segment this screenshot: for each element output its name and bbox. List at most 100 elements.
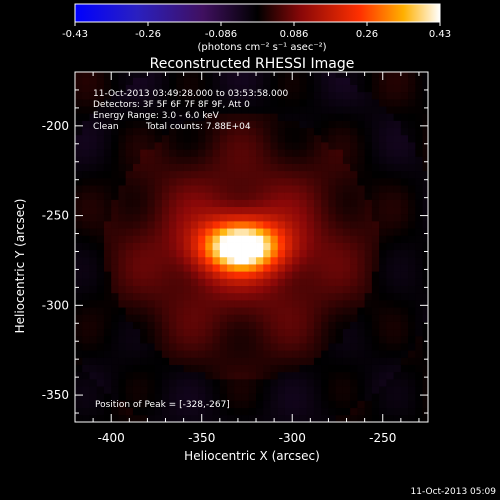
heatmap-cell bbox=[270, 91, 279, 100]
heatmap-cell bbox=[292, 249, 300, 258]
heatmap-cell bbox=[277, 256, 286, 265]
heatmap-cell bbox=[140, 177, 148, 186]
heatmap-cell bbox=[379, 235, 387, 243]
heatmap-cell bbox=[393, 285, 402, 294]
heatmap-cell bbox=[342, 206, 351, 215]
heatmap-cell bbox=[154, 220, 163, 229]
heatmap-cell bbox=[408, 278, 416, 286]
heatmap-cell bbox=[364, 220, 373, 229]
heatmap-cell bbox=[154, 328, 163, 337]
heatmap-cell bbox=[190, 177, 199, 186]
heatmap-cell bbox=[386, 335, 395, 344]
heatmap-cell bbox=[176, 106, 185, 114]
heatmap-cell bbox=[89, 77, 98, 85]
heatmap-cell bbox=[270, 220, 279, 229]
heatmap-cell bbox=[103, 307, 112, 315]
heatmap-cell bbox=[379, 350, 387, 358]
heatmap-cell bbox=[321, 321, 329, 330]
heatmap-cell bbox=[219, 271, 228, 279]
heatmap-cell bbox=[161, 120, 170, 129]
heatmap-cell bbox=[103, 371, 112, 380]
heatmap-cell bbox=[393, 407, 402, 416]
heatmap-cell bbox=[371, 127, 380, 136]
heatmap-cell bbox=[198, 371, 206, 380]
heatmap-cell bbox=[371, 134, 380, 143]
heatmap-cell bbox=[219, 256, 228, 265]
heatmap-cell bbox=[241, 400, 250, 409]
heatmap-cell bbox=[161, 371, 170, 380]
heatmap-cell bbox=[82, 321, 90, 330]
heatmap-cell bbox=[364, 235, 373, 243]
heatmap-cell bbox=[371, 414, 380, 422]
heatmap-cell bbox=[400, 206, 409, 215]
heatmap-cell bbox=[147, 127, 156, 136]
heatmap-cell bbox=[306, 213, 315, 222]
heatmap-cell bbox=[263, 249, 271, 258]
heatmap-cell bbox=[89, 177, 98, 186]
x-axis-label: Heliocentric X (arcsec) bbox=[184, 449, 320, 463]
heatmap-cell bbox=[205, 156, 213, 164]
heatmap-cell bbox=[169, 256, 177, 265]
heatmap-cell bbox=[205, 400, 213, 409]
heatmap-cell bbox=[313, 371, 322, 380]
heatmap-cell bbox=[422, 213, 428, 222]
heatmap-cell bbox=[400, 278, 409, 286]
heatmap-cell bbox=[415, 170, 423, 179]
heatmap-cell bbox=[82, 249, 90, 258]
heatmap-cell bbox=[234, 328, 242, 337]
heatmap-cell bbox=[147, 91, 156, 100]
heatmap-cell bbox=[350, 299, 358, 308]
heatmap-cell bbox=[212, 149, 221, 157]
heatmap-cell bbox=[321, 106, 329, 114]
heatmap-cell bbox=[379, 213, 387, 222]
heatmap-cell bbox=[386, 120, 395, 129]
heatmap-cell bbox=[96, 256, 105, 265]
heatmap-cell bbox=[277, 400, 286, 409]
heatmap-cell bbox=[292, 91, 300, 100]
heatmap-cell bbox=[284, 386, 293, 394]
heatmap-cell bbox=[422, 256, 428, 265]
heatmap-cell bbox=[248, 299, 257, 308]
heatmap-cell bbox=[82, 285, 90, 294]
heatmap-cell bbox=[111, 163, 119, 172]
heatmap-cell bbox=[75, 185, 83, 193]
heatmap-cell bbox=[277, 407, 286, 416]
heatmap-cell bbox=[321, 220, 329, 229]
heatmap-cell bbox=[161, 213, 170, 222]
heatmap-cell bbox=[89, 149, 98, 157]
heatmap-cell bbox=[415, 242, 423, 251]
heatmap-cell bbox=[89, 127, 98, 136]
heatmap-cell bbox=[219, 357, 228, 365]
heatmap-cell bbox=[386, 91, 395, 100]
y-tick-label: -350 bbox=[42, 388, 69, 402]
heatmap-cell bbox=[371, 321, 380, 330]
heatmap-cell bbox=[379, 335, 387, 344]
heatmap-cell bbox=[292, 163, 300, 172]
heatmap-cell bbox=[154, 414, 163, 422]
heatmap-cell bbox=[89, 307, 98, 315]
heatmap-cell bbox=[270, 249, 279, 258]
heatmap-cell bbox=[248, 292, 257, 301]
heatmap-cell bbox=[183, 307, 192, 315]
heatmap-cell bbox=[154, 242, 163, 251]
heatmap-cell bbox=[132, 414, 141, 422]
heatmap-cell bbox=[89, 213, 98, 222]
heatmap-cell bbox=[227, 285, 235, 294]
heatmap-cell bbox=[299, 343, 308, 351]
heatmap-cell bbox=[154, 185, 163, 193]
heatmap-cell bbox=[75, 256, 83, 265]
heatmap-cell bbox=[241, 292, 250, 301]
heatmap-cell bbox=[270, 299, 279, 308]
heatmap-cell bbox=[292, 127, 300, 136]
heatmap-cell bbox=[263, 264, 271, 272]
heatmap-cell bbox=[306, 127, 315, 136]
heatmap-cell bbox=[256, 120, 264, 129]
heatmap-cell bbox=[140, 386, 148, 394]
heatmap-cell bbox=[328, 414, 337, 422]
colorbar-tick-label: -0.26 bbox=[135, 29, 161, 40]
heatmap-cell bbox=[313, 386, 322, 394]
heatmap-cell bbox=[82, 256, 90, 265]
heatmap-cell bbox=[277, 98, 286, 107]
heatmap-cell bbox=[154, 371, 163, 380]
heatmap-cell bbox=[321, 163, 329, 172]
